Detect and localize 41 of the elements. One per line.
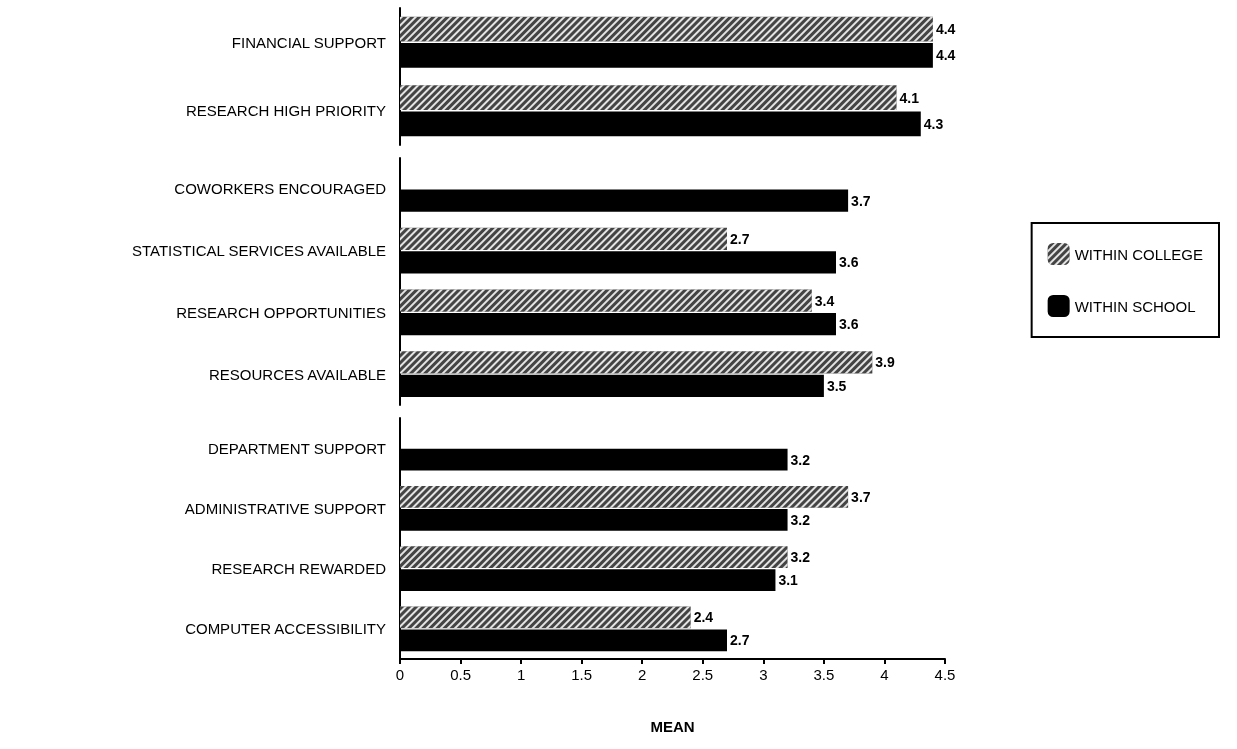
y-tick-label: RESOURCES AVAILABLE bbox=[208, 365, 386, 383]
y-tick-label: RESEARCH REWARDED bbox=[211, 560, 387, 578]
x-tick-label: 2.5 bbox=[692, 666, 714, 683]
data-label: 3.6 bbox=[839, 316, 859, 333]
y-tick-label: RESEARCH OPPORTUNITIES bbox=[176, 303, 386, 321]
x-tick-label: 1.5 bbox=[571, 666, 593, 683]
data-label: 4.4 bbox=[935, 21, 956, 38]
data-label: 3.7 bbox=[851, 488, 871, 505]
data-label: 3.2 bbox=[790, 549, 811, 566]
data-label: 3.1 bbox=[778, 572, 799, 589]
data-label: 3.2 bbox=[790, 511, 811, 528]
y-tick-label: COWORKERS ENCOURAGED bbox=[174, 180, 387, 198]
x-tick-label: 0.5 bbox=[450, 666, 471, 683]
data-label: 4.4 bbox=[935, 47, 956, 64]
legend-label: WITHIN SCHOOL bbox=[1074, 297, 1196, 315]
data-label: 3.5 bbox=[826, 377, 847, 394]
data-label: 2.4 bbox=[693, 609, 714, 626]
y-tick-label: ADMINISTRATIVE SUPPORT bbox=[184, 499, 386, 517]
y-tick-label: RESEARCH HIGH PRIORITY bbox=[185, 102, 386, 120]
data-label: 2.7 bbox=[730, 632, 750, 649]
data-label: 2.7 bbox=[730, 230, 750, 247]
data-label: 4.3 bbox=[923, 115, 944, 132]
x-tick-label: 3 bbox=[759, 666, 768, 683]
x-axis-title: MEAN bbox=[650, 718, 695, 735]
data-label: 3.9 bbox=[875, 354, 896, 371]
x-tick-label: 3.5 bbox=[813, 666, 835, 683]
data-label: 4.1 bbox=[899, 89, 920, 106]
y-tick-label: DEPARTMENT SUPPORT bbox=[207, 439, 386, 457]
legend-label: WITHIN COLLEGE bbox=[1074, 245, 1204, 263]
y-tick-label: COMPUTER ACCESSIBILITY bbox=[185, 620, 386, 638]
data-label: 3.4 bbox=[814, 292, 835, 309]
x-tick-label: 4.5 bbox=[934, 666, 956, 683]
x-tick-label: 2 bbox=[638, 666, 647, 683]
data-label: 3.7 bbox=[851, 192, 871, 209]
data-label: 3.6 bbox=[839, 254, 859, 271]
x-tick-label: 4 bbox=[880, 666, 889, 683]
x-tick-label: 1 bbox=[516, 666, 526, 683]
y-tick-label: FINANCIAL SUPPORT bbox=[231, 33, 386, 51]
y-tick-label: STATISTICAL SERVICES AVAILABLE bbox=[132, 242, 386, 260]
data-label: 3.2 bbox=[790, 451, 811, 468]
x-tick-label: 0 bbox=[395, 666, 405, 683]
